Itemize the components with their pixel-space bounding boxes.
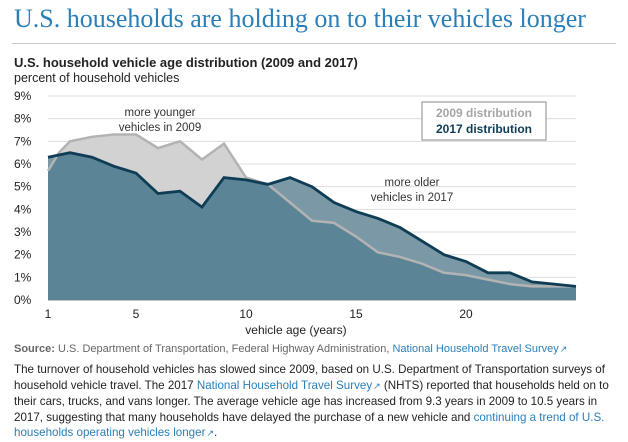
legend-2017: 2017 distribution [436, 122, 532, 136]
x-tick-label: 20 [459, 307, 473, 321]
source-text: U.S. Department of Transportation, Feder… [54, 343, 393, 355]
y-tick-label: 5% [14, 180, 32, 194]
legend-box [421, 101, 547, 141]
annotation-younger: more younger [125, 107, 196, 119]
y-tick-label: 1% [14, 270, 32, 284]
y-tick-label: 4% [14, 202, 32, 216]
y-tick-label: 7% [14, 134, 32, 148]
headline-divider [12, 43, 616, 44]
external-link-icon: ↗ [373, 380, 381, 391]
nhts-link[interactable]: National Household Travel Survey [196, 378, 373, 392]
external-link-icon: ↗ [559, 344, 568, 354]
annotation-older: more older [385, 177, 440, 189]
x-tick-label: 10 [239, 307, 253, 321]
source-label: Source: [14, 343, 55, 355]
chart-subtitle: percent of household vehicles [14, 71, 180, 85]
line-2009 [46, 133, 576, 288]
chart-areas [48, 134, 576, 300]
y-tick-label: 8% [14, 112, 32, 126]
chart-annotations: more younger vehicles in 2009 more older ve… [119, 101, 547, 204]
headline: U.S. households are holding on to their … [14, 4, 586, 33]
description-text-2: (NHTS) reported that households held on … [14, 378, 609, 424]
source-link[interactable]: National Household Travel Survey [392, 343, 559, 355]
y-tick-label: 6% [14, 157, 32, 171]
annotation-older: vehicles in 2017 [371, 192, 453, 204]
source-line: Source: U.S. Department of Transportatio… [14, 343, 567, 355]
x-tick-label: 15 [349, 307, 363, 321]
description-text-1: The turnover of household vehicles has s… [14, 363, 605, 392]
chart-title: U.S. household vehicle age distribution … [14, 55, 358, 70]
y-tick-label: 9% [14, 89, 32, 103]
description-paragraph: The turnover of household vehicles has s… [14, 362, 618, 442]
y-tick-label: 0% [14, 293, 32, 307]
legend-2009: 2009 distribution [436, 106, 532, 120]
y-tick-label: 2% [14, 248, 32, 262]
line-2017 [47, 151, 577, 288]
y-tick-label: 3% [14, 225, 32, 239]
x-tick-label: 1 [45, 307, 52, 321]
description-text-3: . [213, 426, 218, 440]
external-link-icon: ↗ [206, 428, 214, 439]
x-axis-label: vehicle age (years) [245, 323, 346, 337]
chart-lines [46, 133, 577, 288]
annotation-younger: vehicles in 2009 [119, 122, 201, 134]
trend-link[interactable]: continuing a trend of U.S. households op… [14, 410, 605, 440]
x-tick-label: 5 [133, 307, 140, 321]
